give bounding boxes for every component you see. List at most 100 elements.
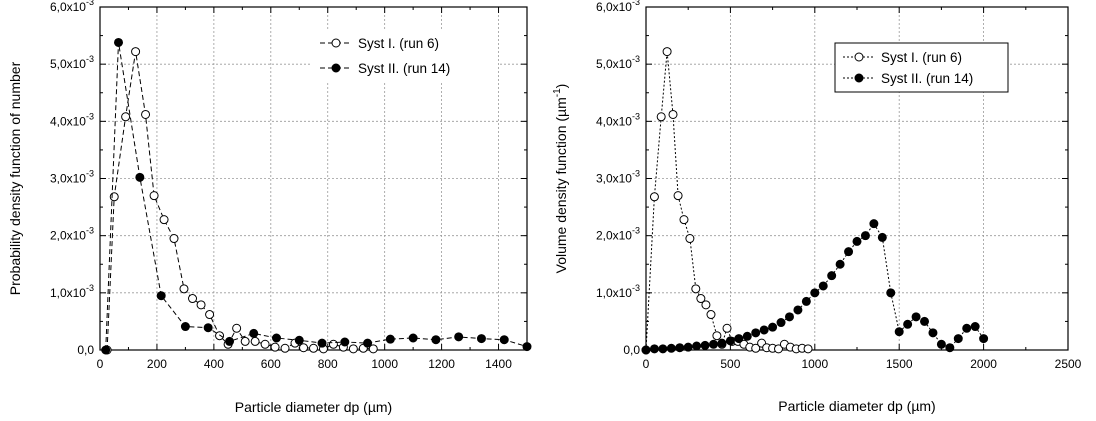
legend-label: Syst II. (run 14): [358, 61, 450, 76]
data-point: [886, 288, 896, 298]
data-point: [936, 339, 946, 349]
data-point: [696, 294, 706, 304]
data-point: [953, 334, 963, 344]
x-tick-label: 600: [261, 357, 281, 371]
data-point: [768, 322, 778, 332]
x-tick-label: 1000: [371, 357, 398, 371]
data-point: [700, 340, 710, 350]
data-point: [179, 284, 189, 294]
data-point: [109, 192, 119, 202]
data-point: [877, 232, 887, 242]
data-point: [240, 336, 250, 346]
data-point: [121, 112, 131, 122]
y-tick-label: 4,0x10-3: [50, 111, 94, 128]
y-tick-label: 0,0: [77, 343, 94, 357]
legend-marker: [854, 73, 864, 83]
data-point: [717, 338, 727, 348]
x-tick-label: 400: [204, 357, 224, 371]
y-axis-label: Volume density function (µm-1): [552, 84, 569, 274]
data-point: [114, 37, 124, 47]
data-point: [776, 318, 786, 328]
data-point: [270, 342, 280, 352]
x-axis-label: Particle diameter dp (µm): [235, 399, 392, 415]
data-point: [294, 335, 304, 345]
x-tick-label: 500: [720, 357, 740, 371]
series-line-2: [105, 42, 528, 351]
data-point: [225, 336, 235, 346]
data-point: [499, 335, 509, 345]
data-point: [385, 334, 395, 344]
y-tick-label: 1,0x10-3: [596, 283, 640, 300]
data-point: [317, 338, 327, 348]
data-point: [299, 343, 309, 353]
data-point: [734, 334, 744, 344]
data-point: [205, 310, 215, 320]
data-point: [232, 323, 242, 333]
data-point: [340, 337, 350, 347]
data-point: [979, 334, 989, 344]
data-point: [280, 343, 290, 353]
y-tick-label: 3,0x10-3: [50, 169, 94, 186]
data-point: [149, 191, 159, 201]
data-point: [725, 336, 735, 346]
y-tick-label: 1,0x10-3: [50, 283, 94, 300]
legend-marker: [331, 38, 341, 48]
data-point: [810, 288, 820, 298]
data-point: [774, 344, 784, 354]
legend-box: [312, 29, 498, 82]
series-line-1: [645, 51, 809, 351]
y-tick-label: 6,0x10-3: [50, 0, 94, 14]
series-line-1: [106, 51, 374, 351]
data-point: [522, 342, 532, 352]
data-point: [454, 332, 464, 342]
data-point: [903, 319, 913, 329]
legend-label: Syst II. (run 14): [881, 71, 973, 86]
legend-marker: [854, 52, 864, 62]
chart-panel-2: 0 500 1000 1500 2000 2500 0,0 1,0x10-3 2,0x10-3 3…: [552, 0, 1082, 414]
data-point: [169, 234, 179, 244]
y-tick-label: 4,0x10-3: [596, 111, 640, 128]
y-tick-label: 2,0x10-3: [50, 226, 94, 243]
x-axis-label: Particle diameter dp (µm): [778, 398, 935, 414]
data-point: [784, 312, 794, 322]
data-point: [722, 323, 732, 333]
data-point: [363, 338, 373, 348]
data-point: [751, 328, 761, 338]
data-point: [962, 323, 972, 333]
legend: Syst I. (run 6) Syst II. (run 14): [312, 29, 498, 82]
data-point: [860, 231, 870, 241]
legend-marker: [331, 63, 341, 73]
data-point: [742, 331, 752, 341]
data-point: [668, 109, 678, 119]
y-tick-label: 3,0x10-3: [596, 169, 640, 186]
x-tick-label: 800: [318, 357, 338, 371]
data-point: [159, 215, 169, 225]
data-point: [759, 325, 769, 335]
data-point: [141, 109, 151, 119]
data-point: [894, 327, 904, 337]
data-point: [180, 322, 190, 332]
x-tick-label: 1500: [886, 357, 913, 371]
data-point: [706, 310, 716, 320]
data-point: [945, 343, 955, 353]
data-point: [835, 259, 845, 269]
x-tick-label: 200: [147, 357, 167, 371]
data-point: [328, 339, 338, 349]
data-point: [852, 236, 862, 246]
data-point: [658, 344, 668, 354]
data-point: [131, 47, 141, 57]
data-point: [250, 336, 260, 346]
data-point: [701, 300, 711, 310]
data-point: [666, 343, 676, 353]
data-point: [135, 172, 145, 182]
data-point: [156, 291, 166, 301]
data-point: [673, 191, 683, 201]
data-point: [691, 284, 701, 294]
data-point: [793, 305, 803, 315]
data-point: [649, 344, 659, 354]
x-tick-label: 0: [97, 357, 104, 371]
data-point: [260, 339, 270, 349]
data-point: [920, 316, 930, 326]
data-point: [188, 294, 198, 304]
data-point: [709, 339, 719, 349]
